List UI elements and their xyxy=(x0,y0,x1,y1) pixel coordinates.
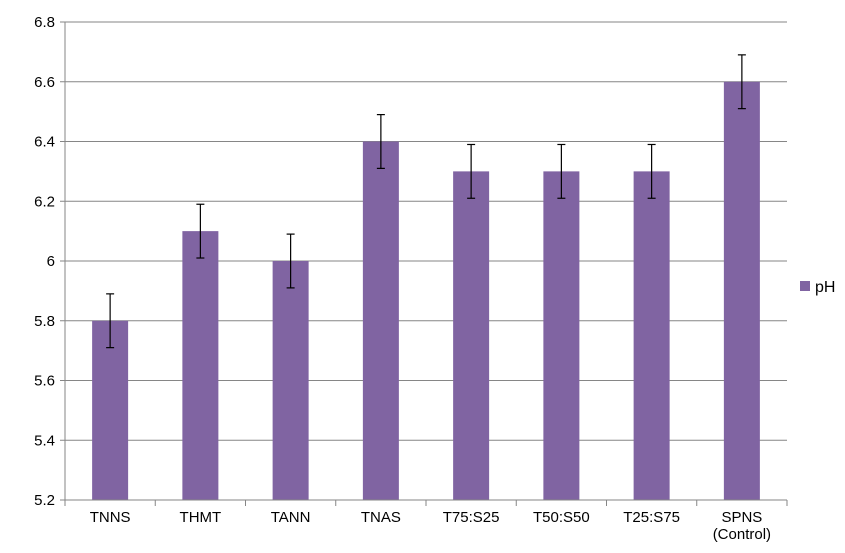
y-tick-label: 5.4 xyxy=(34,432,55,449)
bar xyxy=(272,261,309,500)
bar xyxy=(723,81,760,500)
y-tick-label: 6 xyxy=(47,253,55,270)
y-axis-tick-labels: 5.2 5.4 5.6 5.8 6 6.2 6.4 6.6 6.8 xyxy=(34,14,55,509)
x-tick-label: TNNS xyxy=(90,509,131,526)
x-tick-label: SPNS (Control) xyxy=(713,509,771,543)
bar xyxy=(362,141,399,500)
x-tick-label: T75:S25 xyxy=(443,509,500,526)
x-axis-tick-labels: TNNS THMT TANN TNAS T75:S25 T50:S50 T25:S75 SPN… xyxy=(90,509,771,543)
bar xyxy=(453,171,490,500)
x-tick-label: THMT xyxy=(180,509,222,526)
y-tick-label: 6.4 xyxy=(34,134,55,151)
bar xyxy=(182,231,219,500)
x-tick-label: TANN xyxy=(271,509,311,526)
y-tick-label: 5.6 xyxy=(34,373,55,390)
error-bars xyxy=(106,54,746,349)
bar xyxy=(543,171,580,500)
y-tick-label: 6.6 xyxy=(34,74,55,91)
gridlines xyxy=(65,21,787,441)
y-tick-label: 6.8 xyxy=(34,14,55,31)
y-tick-label: 5.8 xyxy=(34,313,55,330)
y-tick-label: 5.2 xyxy=(34,492,55,509)
axes xyxy=(60,21,788,506)
bar xyxy=(633,171,670,500)
x-tick-label: T25:S75 xyxy=(623,509,680,526)
bars xyxy=(92,81,760,500)
legend-label-ph: pH xyxy=(815,279,835,296)
y-tick-label: 6.2 xyxy=(34,193,55,210)
legend: pH xyxy=(800,279,835,296)
x-tick-label: TNAS xyxy=(361,509,401,526)
bar xyxy=(92,320,129,500)
legend-swatch-ph xyxy=(800,281,810,291)
x-tick-label: T50:S50 xyxy=(533,509,590,526)
